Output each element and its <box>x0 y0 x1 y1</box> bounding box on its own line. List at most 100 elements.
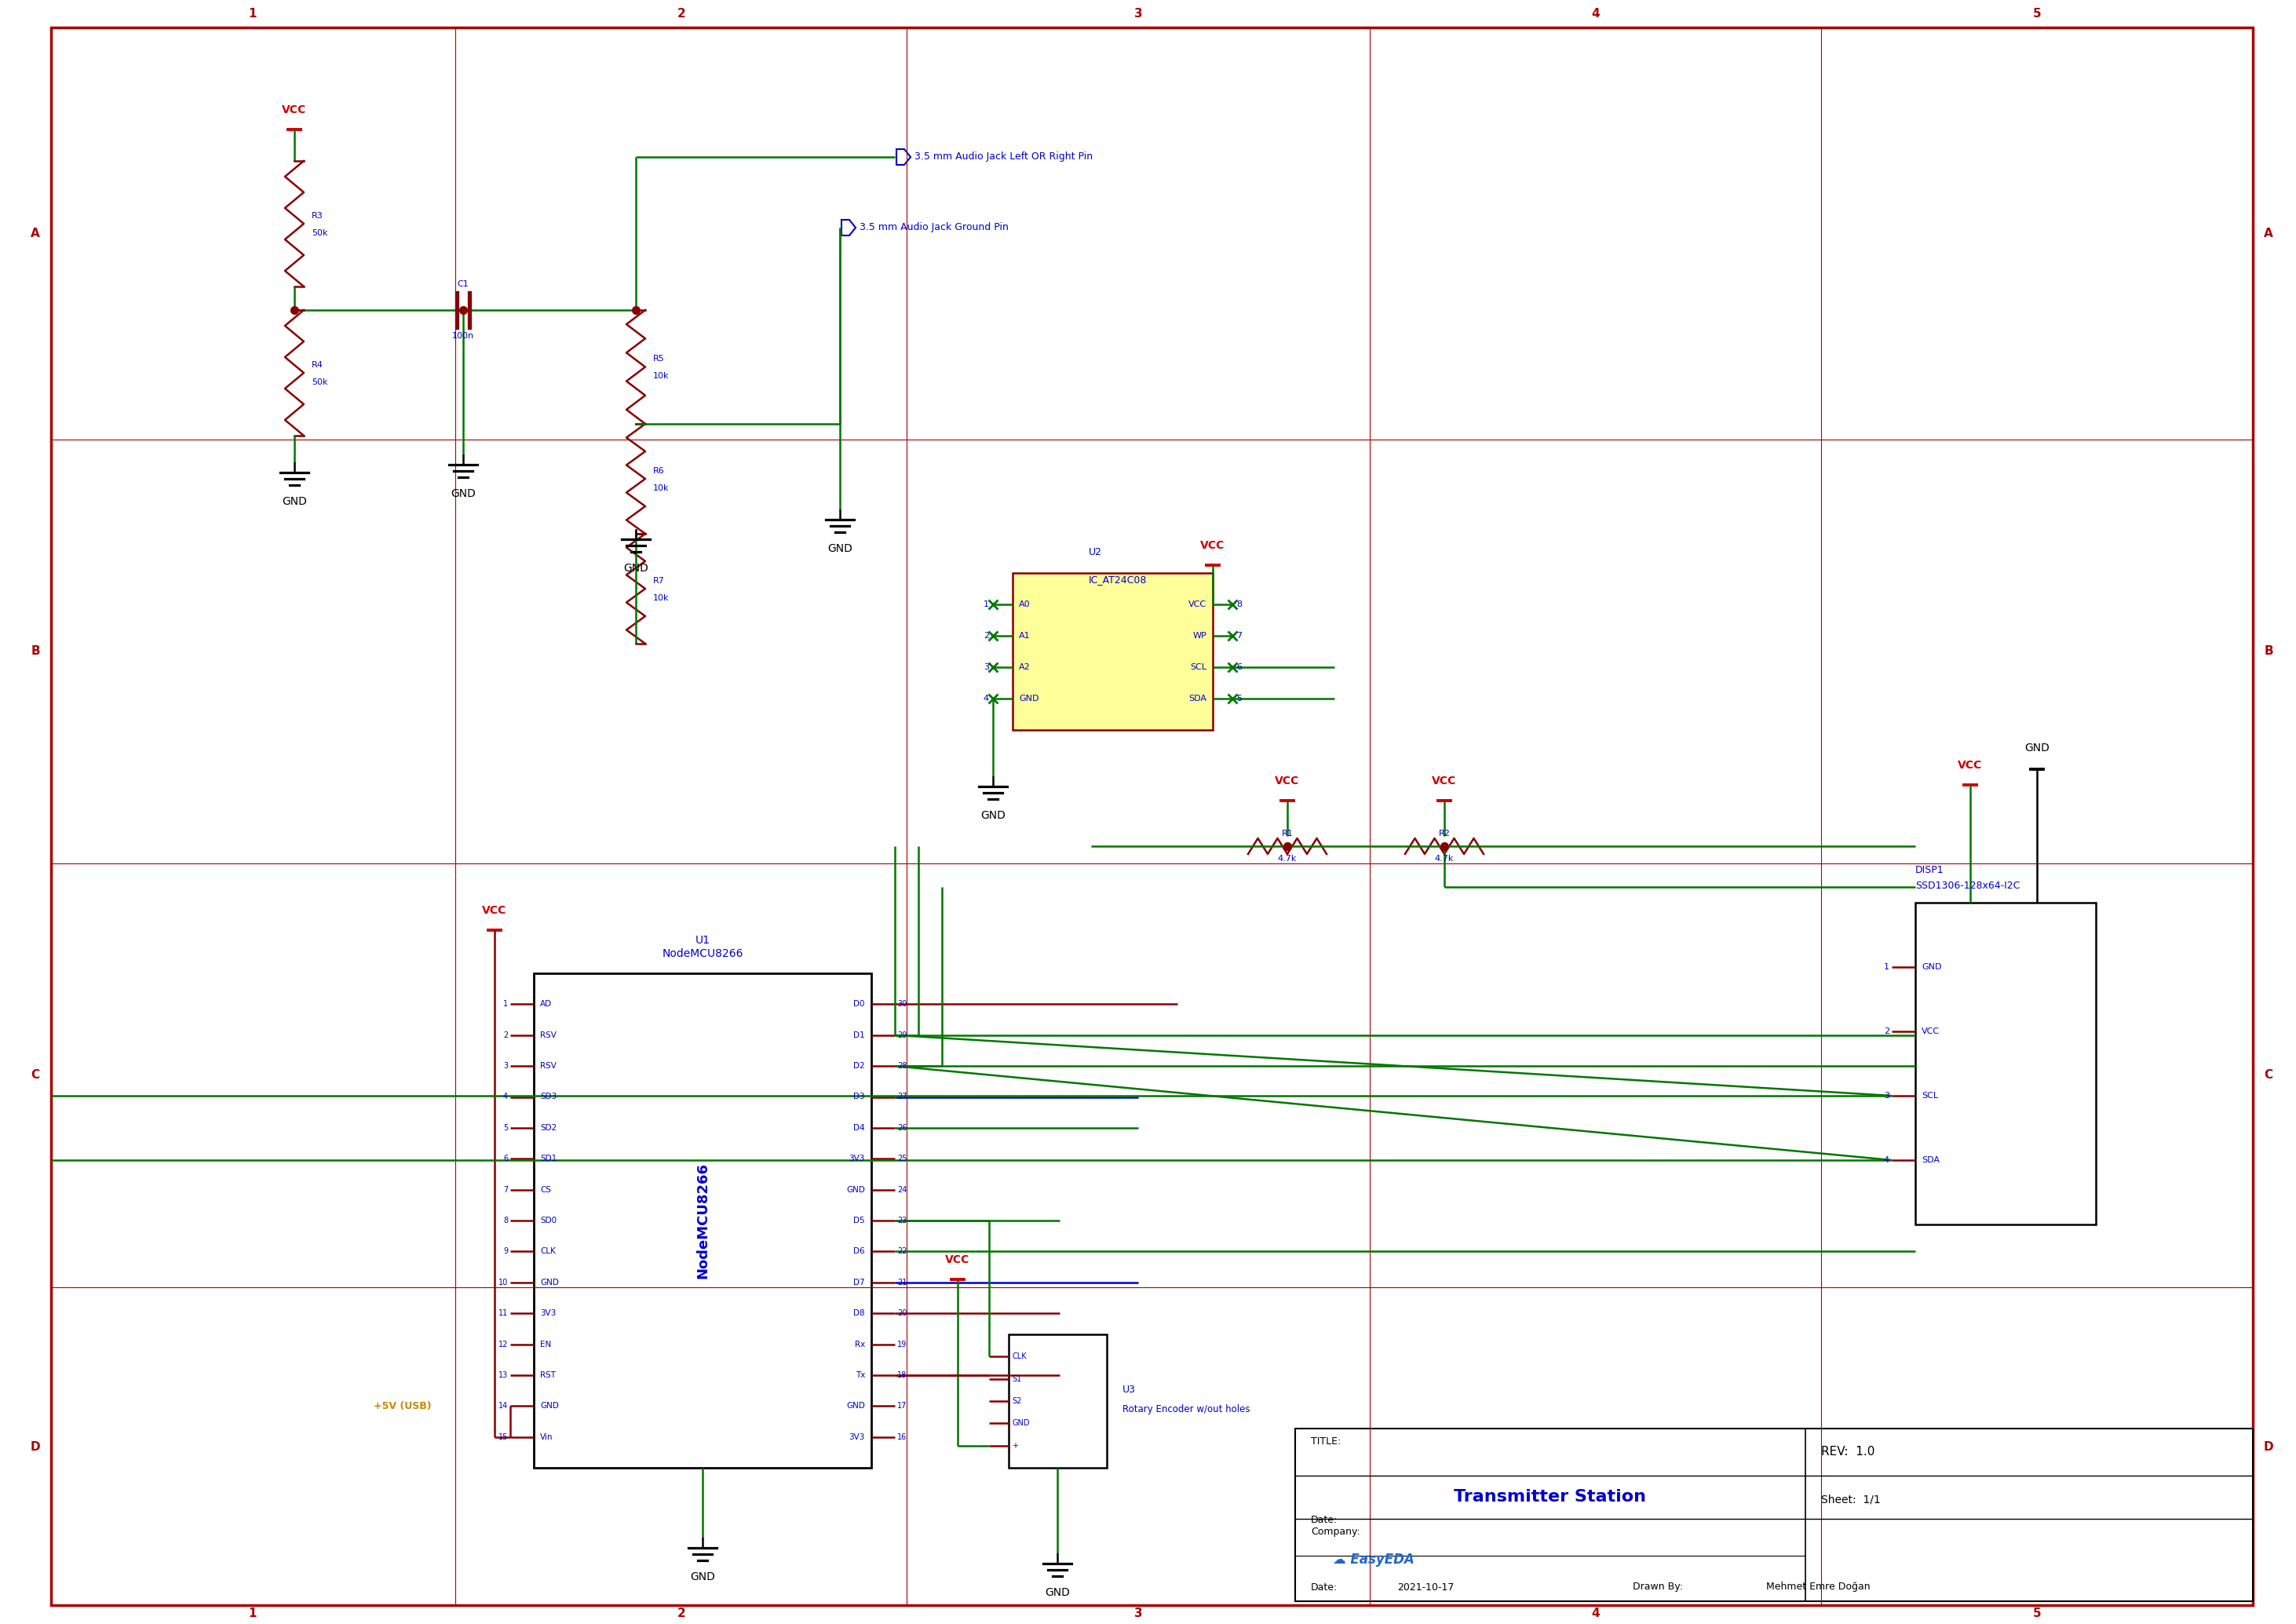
Text: CS: CS <box>540 1186 551 1194</box>
Text: 19: 19 <box>898 1340 907 1348</box>
Text: R5: R5 <box>652 356 664 364</box>
Bar <box>533 973 870 1468</box>
Text: 11: 11 <box>498 1309 507 1317</box>
Text: Tx: Tx <box>856 1371 866 1379</box>
Text: R2: R2 <box>1440 830 1451 838</box>
Bar <box>1915 903 2096 1224</box>
Text: Company:: Company: <box>1311 1527 1359 1536</box>
Text: 12: 12 <box>498 1340 507 1348</box>
Text: 23: 23 <box>898 1216 907 1224</box>
Text: 3: 3 <box>1885 1091 1890 1099</box>
Text: Date:: Date: <box>1311 1515 1339 1525</box>
Text: DISP1: DISP1 <box>1915 866 1945 875</box>
Text: 4.7k: 4.7k <box>1435 854 1453 862</box>
Text: EN: EN <box>540 1340 551 1348</box>
Text: 10k: 10k <box>652 372 668 380</box>
Text: 20: 20 <box>898 1309 907 1317</box>
Text: GND: GND <box>1045 1587 1070 1598</box>
Text: 3V3: 3V3 <box>850 1432 866 1440</box>
Text: 1: 1 <box>983 601 990 609</box>
Text: 1: 1 <box>1885 963 1890 971</box>
Text: 1: 1 <box>248 8 257 19</box>
Text: B: B <box>30 646 39 658</box>
Text: A2: A2 <box>1019 663 1031 671</box>
Text: 4: 4 <box>1883 1156 1890 1164</box>
Text: ☁ EasyEDA: ☁ EasyEDA <box>1334 1553 1414 1567</box>
Text: D7: D7 <box>854 1278 866 1286</box>
Text: S2: S2 <box>1013 1397 1022 1405</box>
Text: VCC: VCC <box>1922 1028 1940 1036</box>
Text: VCC: VCC <box>1958 760 1981 771</box>
Text: Sheet:  1/1: Sheet: 1/1 <box>1821 1494 1880 1505</box>
Text: C: C <box>30 1070 39 1082</box>
Text: U3: U3 <box>1123 1384 1137 1395</box>
Text: B: B <box>2264 646 2273 658</box>
Text: 30: 30 <box>898 1000 907 1009</box>
Text: 13: 13 <box>498 1371 507 1379</box>
Text: 3.5 mm Audio Jack Ground Pin: 3.5 mm Audio Jack Ground Pin <box>859 222 1008 232</box>
Text: GND: GND <box>1019 695 1038 703</box>
Text: 10k: 10k <box>652 484 668 492</box>
Text: Vin: Vin <box>540 1432 553 1440</box>
Text: 17: 17 <box>898 1402 907 1410</box>
Text: REV:  1.0: REV: 1.0 <box>1821 1447 1876 1458</box>
Text: Rotary Encoder w/out holes: Rotary Encoder w/out holes <box>1123 1403 1249 1415</box>
Text: 3: 3 <box>1134 8 1143 19</box>
Text: Mehmet Emre Doğan: Mehmet Emre Doğan <box>1766 1582 1871 1592</box>
Text: NodeMCU8266: NodeMCU8266 <box>661 948 744 960</box>
Text: D1: D1 <box>854 1031 866 1039</box>
Text: 25: 25 <box>898 1155 907 1163</box>
Text: +: + <box>1013 1442 1017 1450</box>
Text: SDA: SDA <box>1922 1156 1940 1164</box>
Text: 4: 4 <box>983 695 990 703</box>
Text: R3: R3 <box>312 211 324 219</box>
Text: Drawn By:: Drawn By: <box>1632 1582 1683 1592</box>
Text: AD: AD <box>540 1000 551 1009</box>
Text: 22: 22 <box>898 1247 907 1255</box>
Text: 24: 24 <box>898 1186 907 1194</box>
Text: GND: GND <box>847 1402 866 1410</box>
Bar <box>1295 1429 2252 1601</box>
Text: SSD1306-128x64-I2C: SSD1306-128x64-I2C <box>1915 880 2020 892</box>
Text: GND: GND <box>540 1402 558 1410</box>
Text: 6: 6 <box>1235 663 1242 671</box>
Text: 2: 2 <box>983 632 990 640</box>
Bar <box>1013 573 1212 729</box>
Text: D5: D5 <box>854 1216 866 1224</box>
Text: D4: D4 <box>854 1124 866 1132</box>
Text: R6: R6 <box>652 468 664 474</box>
Text: 1: 1 <box>248 1608 257 1619</box>
Text: 3.5 mm Audio Jack Left OR Right Pin: 3.5 mm Audio Jack Left OR Right Pin <box>914 153 1093 162</box>
Text: GND: GND <box>2025 742 2050 754</box>
Text: VCC: VCC <box>1433 776 1456 786</box>
Text: 4: 4 <box>1591 8 1600 19</box>
Text: 2: 2 <box>677 1608 687 1619</box>
Text: D0: D0 <box>854 1000 866 1009</box>
Text: 100n: 100n <box>452 331 475 339</box>
Text: 3V3: 3V3 <box>540 1309 556 1317</box>
Text: VCC: VCC <box>282 104 308 115</box>
Text: A0: A0 <box>1019 601 1031 609</box>
Text: C: C <box>2264 1070 2273 1082</box>
Text: R4: R4 <box>312 361 324 369</box>
Text: 16: 16 <box>898 1432 907 1440</box>
Text: 3: 3 <box>983 663 990 671</box>
Text: 10k: 10k <box>652 594 668 603</box>
Text: RSV: RSV <box>540 1062 556 1070</box>
Text: GND: GND <box>622 564 647 573</box>
Text: 5: 5 <box>503 1124 507 1132</box>
Text: VCC: VCC <box>482 905 507 916</box>
Text: 8: 8 <box>503 1216 507 1224</box>
Text: 27: 27 <box>898 1093 907 1101</box>
Text: SD2: SD2 <box>540 1124 556 1132</box>
Text: 5: 5 <box>2032 1608 2041 1619</box>
Bar <box>1008 1335 1107 1468</box>
Text: 2: 2 <box>677 8 687 19</box>
Text: C1: C1 <box>457 281 468 287</box>
Text: D3: D3 <box>854 1093 866 1101</box>
Text: GND: GND <box>1922 963 1942 971</box>
Text: Rx: Rx <box>854 1340 866 1348</box>
Text: 5: 5 <box>1235 695 1242 703</box>
Text: 3: 3 <box>503 1062 507 1070</box>
Text: 5: 5 <box>2032 8 2041 19</box>
